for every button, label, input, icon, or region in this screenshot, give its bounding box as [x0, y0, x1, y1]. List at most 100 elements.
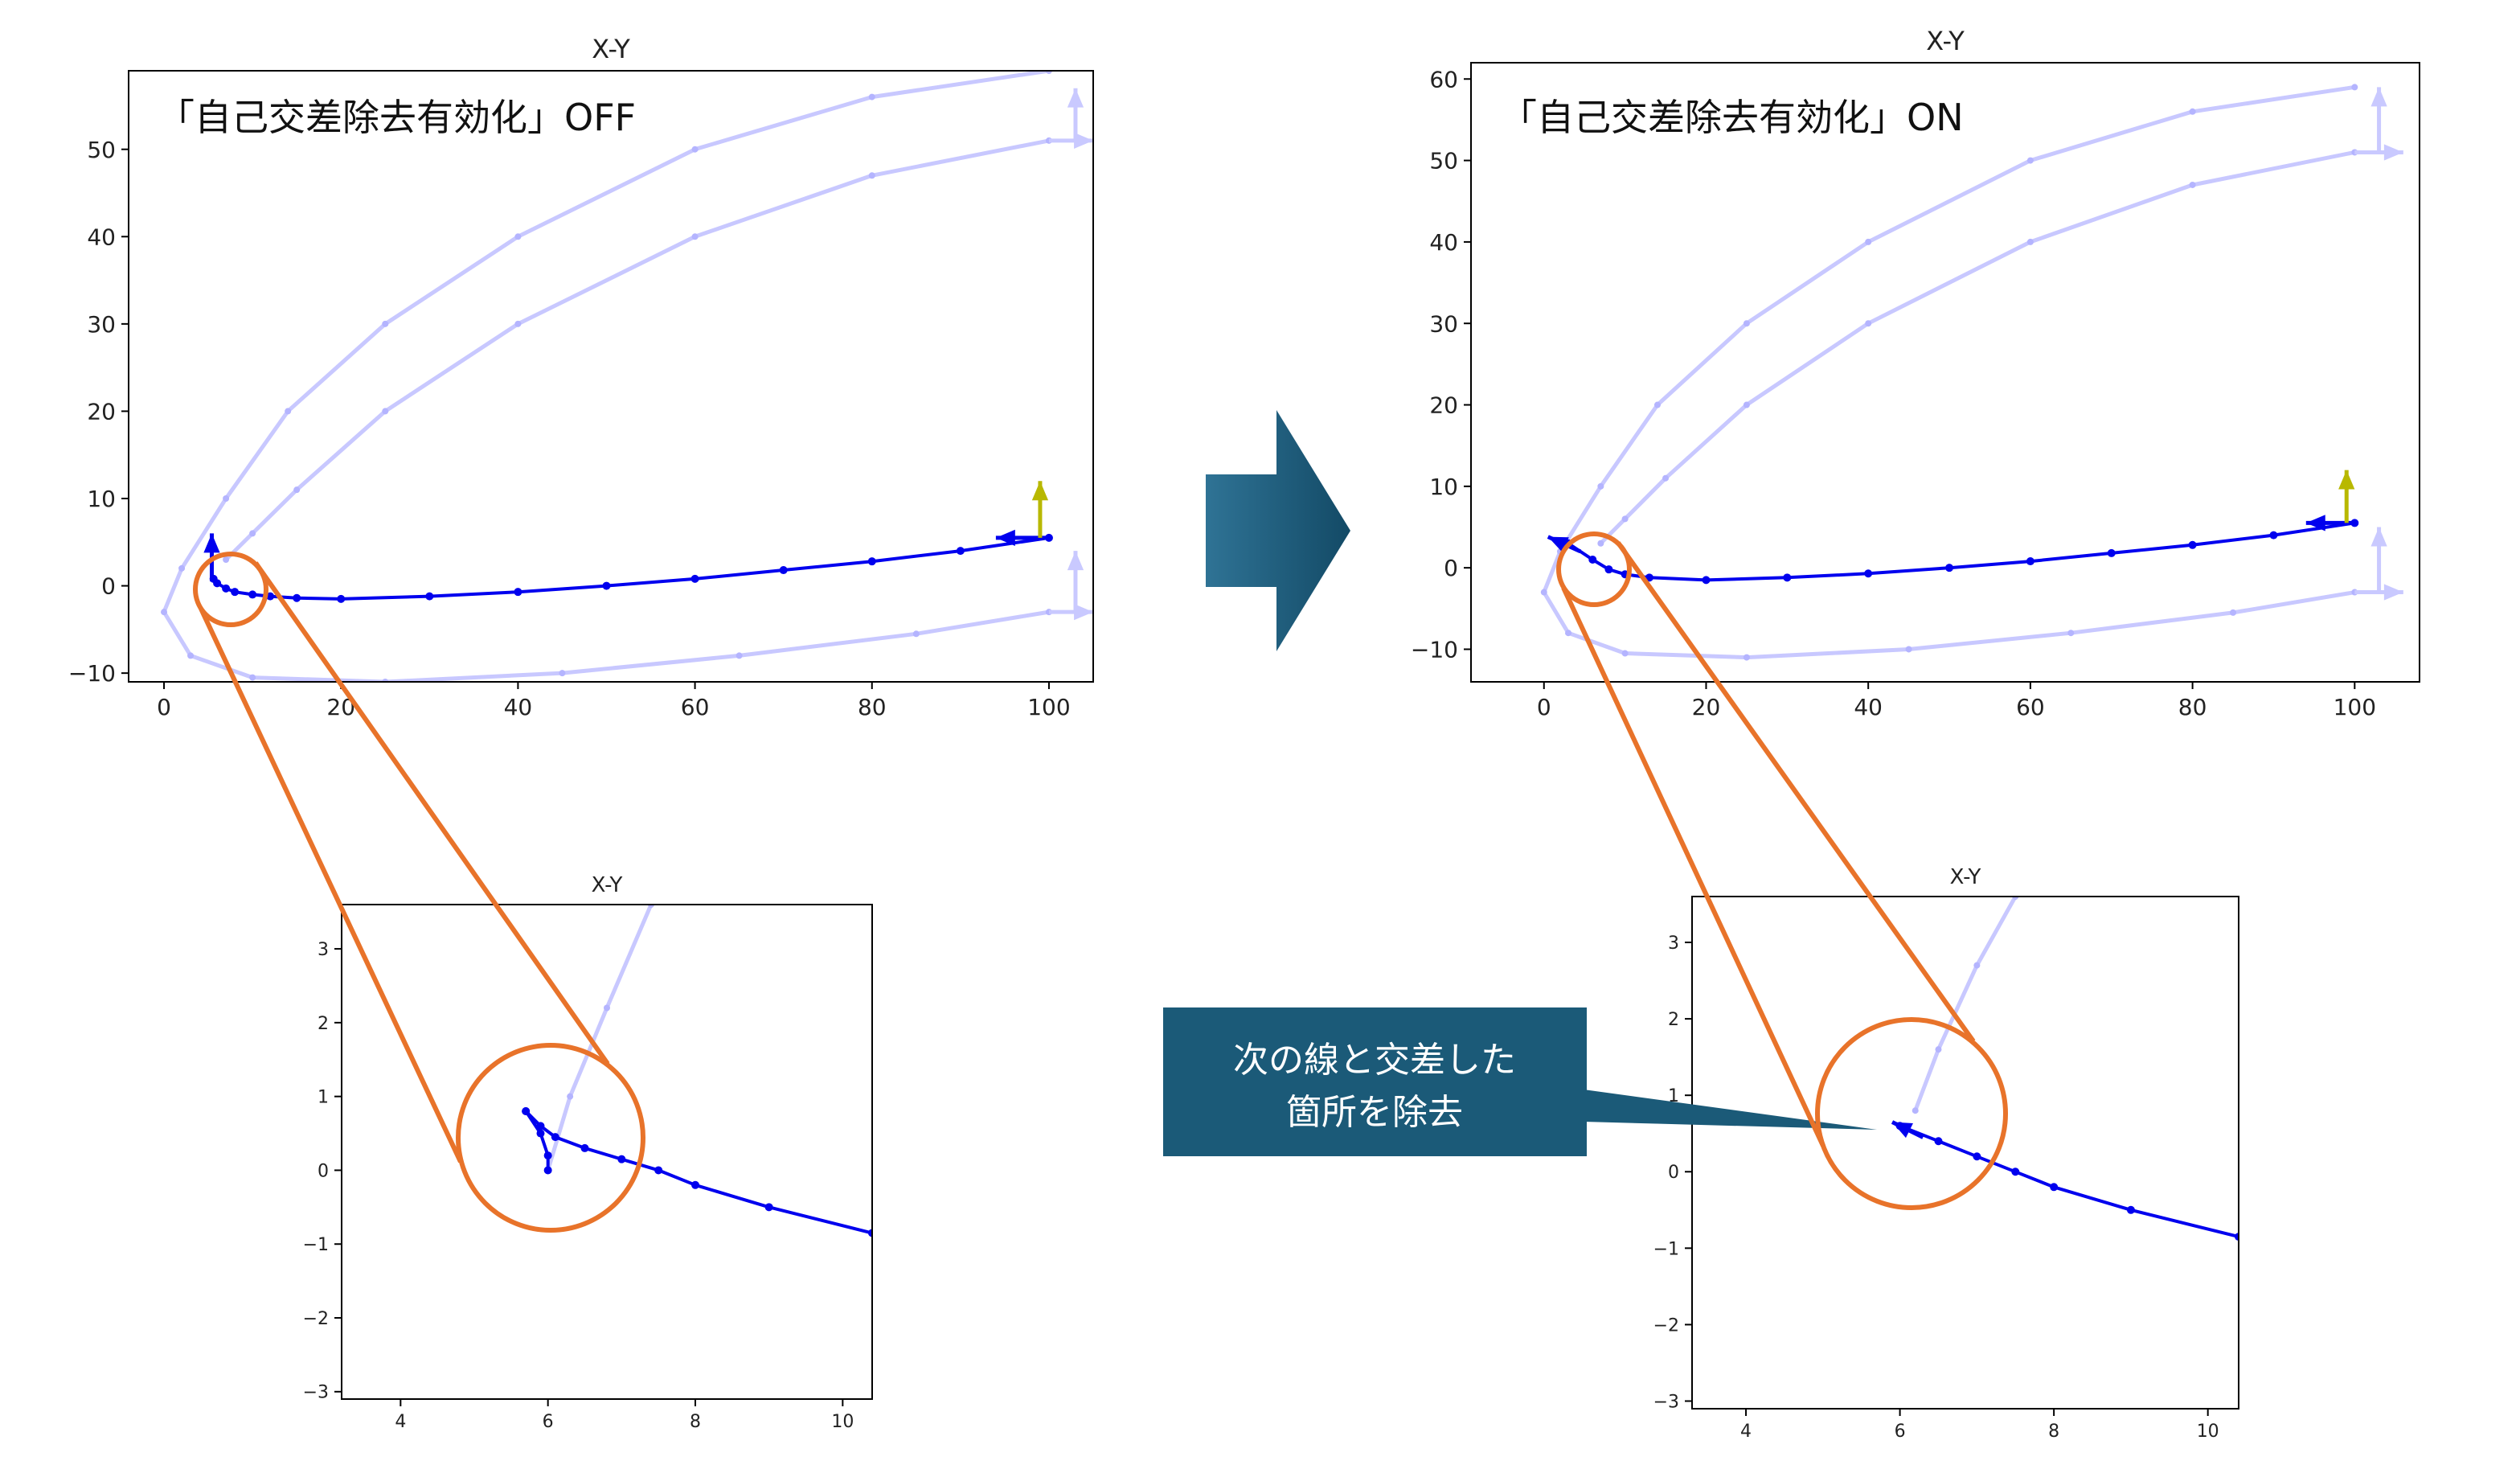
x-tick-label: 6 [1895, 1422, 1906, 1442]
series-point [543, 1166, 552, 1175]
arrow-lane-end-up-head-icon [2370, 87, 2387, 107]
y-tick-label: −10 [68, 660, 116, 687]
series-point [2026, 238, 2034, 245]
x-tick-label: 4 [1740, 1422, 1752, 1442]
series-point [1865, 238, 1872, 245]
series-point [2126, 1205, 2135, 1214]
arrow-start-heading-head-icon [2305, 515, 2325, 531]
series-point [536, 1129, 545, 1138]
highlight-circle-small-left [193, 552, 268, 627]
series-point [1662, 474, 1670, 482]
series-point [2026, 157, 2034, 164]
series-reference-path [211, 536, 1051, 601]
series-point [691, 146, 699, 153]
y-tick-label: −1 [1653, 1239, 1679, 1259]
connector-line-right-1 [1561, 586, 1825, 1147]
series-point [2067, 630, 2075, 637]
series-point [425, 592, 434, 601]
x-tick-label: 60 [681, 694, 710, 720]
x-tick-label: 100 [1027, 694, 1070, 720]
series-point [551, 1133, 559, 1142]
y-tick-label: 30 [87, 311, 116, 338]
arrow-start-heading-head-icon [995, 529, 1015, 546]
series-reference-path [1898, 1124, 2239, 1239]
series-point [337, 594, 346, 603]
arrow-lane-end-right-head-icon [1074, 132, 1093, 149]
series-point [617, 1155, 626, 1163]
series-point [1702, 576, 1711, 585]
arrow-end-heading-head-icon [203, 533, 220, 553]
series-faint-lane [546, 905, 654, 1172]
zoom-highlights [193, 531, 2008, 1233]
arrow-lane-end-right-head-icon [2383, 144, 2403, 161]
arrow-lane-end-up-head-icon [1067, 551, 1084, 571]
series-point [223, 495, 230, 502]
chart-self-intersection-on: X-Y 0 20 40 60 80 100 −10 0 10 20 30 40 50 60 [1411, 26, 2420, 720]
series-point [1912, 1107, 1919, 1114]
series-point [2188, 540, 2197, 549]
y-tick-label: 60 [1429, 66, 1458, 92]
plot-area [1891, 897, 2239, 1241]
plot-area [161, 71, 1093, 682]
series-point [222, 584, 231, 593]
series-point [1783, 573, 1792, 582]
series-point [161, 609, 168, 616]
series-faint-lane-left [1542, 84, 2357, 660]
series-point [604, 1004, 610, 1012]
series-point [249, 674, 256, 681]
arrow-lane-end-up-head-icon [1067, 88, 1084, 108]
series-point [2011, 1167, 2020, 1176]
series-point [248, 590, 257, 599]
plot-frame [1470, 62, 2420, 683]
plot-frame [341, 904, 873, 1400]
series-point [2189, 108, 2196, 115]
series-point [1743, 654, 1750, 661]
series-point [1597, 540, 1604, 547]
x-tick-label: 8 [2048, 1422, 2059, 1442]
series-point [559, 670, 566, 677]
x-tick-label: 10 [831, 1412, 854, 1432]
series-point [2050, 1183, 2059, 1192]
series-point [514, 320, 522, 327]
series-point [1565, 630, 1572, 637]
plot-frame [1691, 896, 2239, 1410]
connector-line-left-1 [199, 607, 463, 1163]
arrow-end-heading-head-icon [1892, 1122, 1913, 1139]
series-point [764, 1203, 773, 1212]
y-tick-label: 2 [1668, 1010, 1679, 1030]
series-removed-tail [524, 1110, 550, 1172]
series-point [1743, 401, 1750, 408]
series-point [691, 1180, 699, 1189]
series-point [1597, 482, 1604, 490]
series-point [736, 652, 743, 659]
callout-pointer [1584, 1090, 1877, 1130]
series-point [1935, 1046, 1942, 1053]
series-reference-path [1567, 521, 2357, 582]
y-tick-label: 40 [1429, 229, 1458, 256]
series-faint-lane-left [162, 71, 1051, 682]
series-point [249, 530, 256, 537]
chart-zoom-off: X-Y 4 6 8 10 −3 −2 −1 0 1 2 3 [303, 873, 873, 1432]
series-point [1743, 320, 1750, 327]
plot-area [1540, 84, 2403, 661]
series-point [2351, 84, 2358, 91]
series-point [293, 486, 301, 494]
series-point [1973, 1152, 1981, 1161]
series-point [1621, 515, 1629, 523]
arrow-goal-heading-head-icon [2338, 470, 2355, 490]
y-tick-label: 0 [1444, 555, 1458, 581]
series-point [867, 557, 876, 566]
series-point [1645, 573, 1653, 582]
x-tick-label: 0 [157, 694, 171, 720]
y-tick-label: 0 [318, 1161, 329, 1181]
x-tick-label: 8 [690, 1412, 701, 1432]
series-point [231, 588, 240, 597]
series-point [382, 320, 389, 327]
series-point [223, 556, 230, 563]
series-point [178, 564, 186, 572]
series-point [266, 592, 275, 601]
x-tick-label: 60 [2016, 694, 2045, 720]
series-point [868, 93, 875, 101]
series-point [1604, 565, 1613, 574]
